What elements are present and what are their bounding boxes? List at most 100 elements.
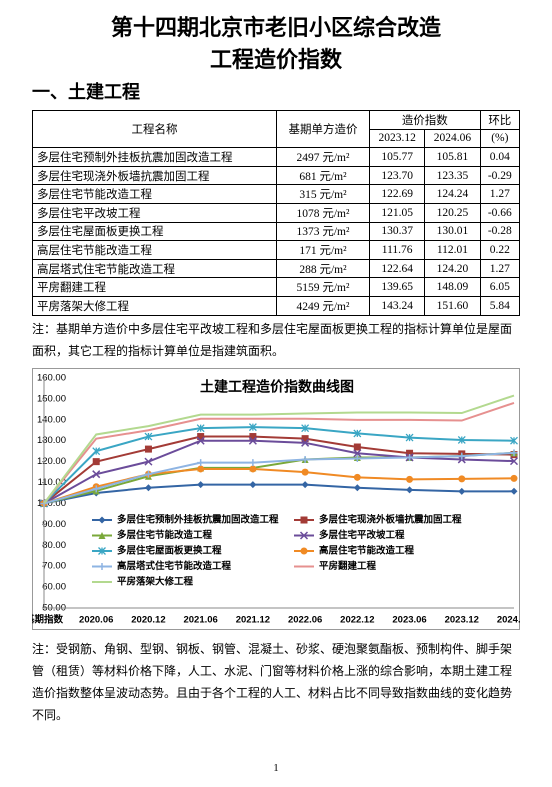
marker	[98, 563, 106, 570]
page-number: 1	[273, 762, 279, 774]
table-cell: 123.35	[424, 165, 481, 186]
marker	[249, 481, 257, 489]
x-tick-label: 2021.12	[236, 615, 270, 626]
table-cell: 2497 元/m²	[275, 147, 371, 167]
x-tick-label: 基期指数	[32, 614, 63, 626]
table-cell: 151.60	[424, 295, 481, 316]
table-cell: -0.66	[479, 202, 521, 223]
table-cell: 105.81	[424, 147, 481, 167]
table-cell: 143.24	[368, 295, 426, 316]
legend-label: 多层住宅屋面板更换工程	[117, 545, 222, 557]
y-tick-label: 160.00	[37, 373, 66, 384]
x-tick-label: 2020.12	[131, 615, 165, 626]
header-cell: 基期单方造价	[275, 109, 371, 149]
y-tick-label: 140.00	[37, 414, 66, 425]
marker	[197, 465, 205, 473]
table-cell: 多层住宅预制外挂板抗震加固改造工程	[32, 147, 277, 167]
table-cell: 平房翻建工程	[32, 277, 277, 297]
y-tick-label: 130.00	[37, 435, 66, 446]
series-line	[43, 426, 515, 505]
marker	[301, 456, 309, 464]
marker	[353, 455, 361, 462]
series-line	[43, 435, 515, 505]
marker	[353, 429, 362, 438]
table-cell: 5.84	[479, 295, 521, 316]
marker	[196, 424, 205, 433]
table-row: 多层住宅预制外挂板抗震加固改造工程 2497 元/m² 105.77 105.81 0.…	[32, 147, 521, 167]
marker	[92, 470, 101, 479]
marker	[92, 447, 101, 456]
table-row: 多层住宅节能改造工程 315 元/m² 122.69 124.24 1.27	[32, 184, 521, 204]
table-cell: 130.37	[368, 221, 426, 242]
header-cell: 工程名称	[32, 109, 277, 149]
note: 注：基期单方造价中多层住宅平改坡工程和多层住宅屋面板更换工程的指标计算单位是屋面…	[32, 322, 513, 358]
header-cell: 2024.06	[424, 128, 481, 149]
y-tick-label: 120.00	[37, 456, 66, 467]
table-row: 多层住宅现浇外板墙抗震加固工程 681 元/m² 123.70 123.35 -0.29	[32, 165, 521, 186]
table-cell: 315 元/m²	[275, 184, 371, 204]
header-cell: 造价指数	[369, 110, 481, 130]
x-tick-label: 2022.12	[340, 615, 374, 626]
table-cell: 1.27	[479, 258, 521, 279]
marker	[144, 457, 153, 466]
series-line	[43, 483, 515, 505]
series-line	[43, 451, 515, 505]
legend-label: 多层住宅现浇外板墙抗震加固工程	[319, 514, 462, 526]
table-cell: 高层塔式住宅节能改造工程	[32, 258, 277, 279]
marker	[458, 452, 466, 460]
marker	[300, 516, 308, 524]
table-cell: 0.22	[479, 240, 521, 260]
table-cell: -0.28	[479, 221, 521, 242]
legend-label: 多层住宅平改坡工程	[319, 529, 405, 541]
y-tick-label: 90.00	[42, 519, 66, 530]
marker	[406, 453, 414, 461]
legend-label: 平房落架大修工程	[117, 576, 194, 588]
marker	[92, 485, 100, 493]
table-cell: 多层住宅屋面板更换工程	[32, 221, 277, 242]
legend-label: 高层塔式住宅节能改造工程	[117, 560, 232, 572]
table-cell: 高层住宅节能改造工程	[32, 240, 277, 260]
header-cell: 环比	[479, 110, 521, 130]
marker	[144, 470, 152, 478]
marker	[510, 487, 518, 495]
table-cell: 120.25	[424, 202, 481, 223]
marker	[248, 423, 257, 432]
legend-label: 多层住宅节能改造工程	[117, 529, 213, 541]
x-tick-label: 2022.06	[288, 615, 322, 626]
marker	[98, 532, 106, 539]
marker	[299, 531, 309, 540]
x-tick-label: 2021.06	[183, 615, 217, 626]
x-tick-label: 2023.12	[445, 615, 479, 626]
table-row: 多层住宅平改坡工程 1078 元/m² 121.05 120.25 -0.66	[32, 202, 521, 223]
table-row: 平房落架大修工程 4249 元/m² 143.24 151.60 5.84	[32, 295, 521, 316]
marker	[457, 435, 466, 444]
marker	[301, 481, 309, 489]
legend-label: 平房翻建工程	[319, 560, 377, 572]
marker	[353, 473, 361, 481]
marker	[197, 433, 205, 441]
x-tick-label: 2023.06	[392, 615, 426, 626]
marker	[406, 449, 414, 457]
y-tick-label: 110.00	[38, 477, 66, 488]
marker	[301, 435, 309, 443]
table-row: 多层住宅屋面板更换工程 1373 元/m² 130.37 130.01 -0.28	[32, 221, 521, 242]
marker	[353, 484, 361, 492]
table-row: 平房翻建工程 5159 元/m² 139.65 148.09 6.05	[32, 277, 521, 297]
series-line	[43, 439, 515, 505]
table-cell: 288 元/m²	[275, 258, 371, 279]
marker	[300, 547, 308, 555]
chart-frame	[32, 368, 520, 630]
y-tick-label: 60.00	[42, 582, 66, 593]
marker	[301, 468, 309, 476]
table-cell: 多层住宅现浇外板墙抗震加固工程	[32, 165, 277, 186]
marker	[249, 433, 257, 441]
marker	[98, 547, 106, 555]
series-line	[43, 394, 515, 505]
table-cell: 6.05	[479, 277, 521, 297]
marker	[406, 475, 414, 483]
series-line	[43, 401, 515, 505]
chart: 土建工程造价指数曲线图 50.0060.0070.0080.0090.00100…	[32, 368, 520, 630]
table-cell: 121.05	[368, 202, 426, 223]
table-cell: 多层住宅节能改造工程	[32, 184, 277, 204]
